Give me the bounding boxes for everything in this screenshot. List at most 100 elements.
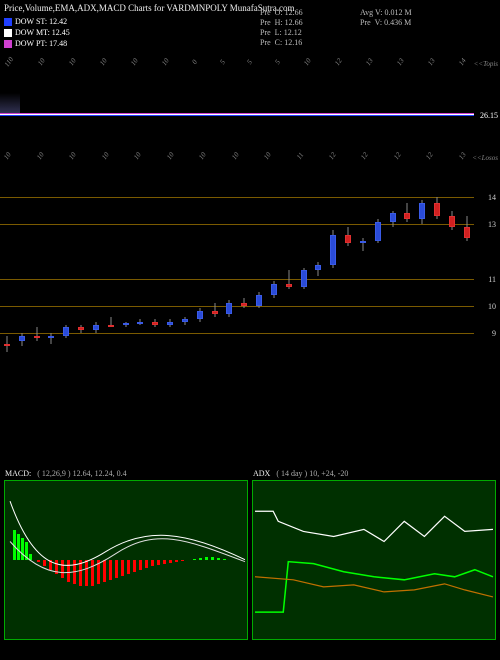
- axis-tick: 10: [67, 151, 78, 161]
- candle: [93, 170, 99, 360]
- candle: [434, 170, 440, 360]
- pre-c: 12.16: [284, 38, 302, 47]
- axis-tick: 10: [2, 151, 13, 161]
- avg-v: 0.012 M: [384, 8, 411, 17]
- candle: [464, 170, 470, 360]
- y-tick-label: 13: [488, 220, 496, 229]
- axis-tick: 12: [392, 151, 403, 161]
- indicator-row: MACD: ( 12,26,9 ) 12.64, 12.24, 0.4 ADX …: [0, 480, 500, 650]
- axis-tick: 13: [364, 57, 375, 67]
- candle: [123, 170, 129, 360]
- axis-tick: 13: [395, 57, 406, 67]
- candle: [256, 170, 262, 360]
- axis-tick: 13: [457, 151, 468, 161]
- candle: [330, 170, 336, 360]
- candle: [48, 170, 54, 360]
- legend-swatch: [4, 40, 12, 48]
- candle: [419, 170, 425, 360]
- candle: [137, 170, 143, 360]
- pre-v: 0.436 M: [384, 18, 411, 27]
- legend-row: DOW ST: 12.42: [4, 16, 70, 27]
- macd-curves: [5, 481, 247, 642]
- axis-tick: 13: [426, 57, 437, 67]
- ema-line: [0, 115, 474, 116]
- candle: [360, 170, 366, 360]
- axis-tick: 110: [3, 56, 15, 69]
- mid-axis: 101010101010101010111212121213: [0, 152, 470, 162]
- axis-tick: 10: [197, 151, 208, 161]
- candle: [241, 170, 247, 360]
- candle: [226, 170, 232, 360]
- adx-curves: [253, 481, 495, 642]
- pre-l: 12.12: [284, 28, 302, 37]
- axis-tick: 5: [218, 58, 227, 65]
- legend-label: DOW ST: 12.42: [15, 16, 67, 27]
- axis-tick: 10: [262, 151, 273, 161]
- candle: [375, 170, 381, 360]
- axis-tick: 12: [333, 57, 344, 67]
- candle: [345, 170, 351, 360]
- macd-panel: MACD: ( 12,26,9 ) 12.64, 12.24, 0.4: [4, 480, 248, 640]
- ohlc-info: Pre O: 12.66 Pre H: 12.66 Pre L: 12.12 P…: [260, 8, 303, 48]
- axis-tick: 5: [246, 58, 255, 65]
- axis-tick: 10: [161, 57, 172, 67]
- candle: [197, 170, 203, 360]
- vol-info: Avg V: 0.012 M Pre V: 0.436 M: [360, 8, 412, 28]
- macd-label: MACD:: [5, 469, 31, 478]
- candle: [301, 170, 307, 360]
- legend-row: DOW PT: 17.48: [4, 38, 70, 49]
- top-axis: 11010101010100555101213131314: [0, 58, 470, 68]
- ema-line: [0, 113, 474, 114]
- legend-swatch: [4, 18, 12, 26]
- adx-label: ADX: [253, 469, 270, 478]
- candle: [212, 170, 218, 360]
- axis-tick: 10: [67, 57, 78, 67]
- candle: [4, 170, 10, 360]
- axis-tick: 10: [35, 151, 46, 161]
- legend-label: DOW PT: 17.48: [15, 38, 67, 49]
- candle: [271, 170, 277, 360]
- y-tick-label: 10: [488, 302, 496, 311]
- axis-tick: 10: [36, 57, 47, 67]
- y-tick-label: 9: [492, 329, 496, 338]
- axis-tick: 10: [302, 57, 313, 67]
- legend: DOW ST: 12.42DOW MT: 12.45DOW PT: 17.48: [4, 16, 70, 49]
- pre-o: 12.66: [285, 8, 303, 17]
- candle: [167, 170, 173, 360]
- candle: [63, 170, 69, 360]
- axis-tick: 0: [191, 58, 200, 65]
- axis-tick: 10: [165, 151, 176, 161]
- axis-tick: 10: [230, 151, 241, 161]
- y-tick-label: 11: [488, 275, 496, 284]
- macd-stats: ( 12,26,9 ) 12.64, 12.24, 0.4: [37, 469, 126, 478]
- candle: [78, 170, 84, 360]
- axis-tick: 10: [132, 151, 143, 161]
- chart-title: Price,Volume,EMA,ADX,MACD Charts for VAR…: [0, 0, 500, 16]
- axis-tick: 10: [100, 151, 111, 161]
- panel1-side-label: <<Topis: [474, 60, 498, 68]
- panel2-side-label: <<Losos: [472, 154, 498, 162]
- candle: [390, 170, 396, 360]
- ema-panel: 26.15: [0, 72, 474, 142]
- adx-stats: ( 14 day ) 10, +24, -20: [276, 469, 348, 478]
- candle: [315, 170, 321, 360]
- adx-panel: ADX ( 14 day ) 10, +24, -20: [252, 480, 496, 640]
- candle: [34, 170, 40, 360]
- candle: [19, 170, 25, 360]
- axis-tick: 5: [274, 58, 283, 65]
- legend-swatch: [4, 29, 12, 37]
- candle: [152, 170, 158, 360]
- candle: [449, 170, 455, 360]
- candle: [404, 170, 410, 360]
- pre-h: 12.66: [285, 18, 303, 27]
- legend-label: DOW MT: 12.45: [15, 27, 70, 38]
- axis-tick: 12: [425, 151, 436, 161]
- y-tick-label: 14: [488, 193, 496, 202]
- axis-tick: 10: [129, 57, 140, 67]
- ema-price-label: 26.15: [480, 111, 498, 120]
- axis-tick: 11: [295, 151, 305, 161]
- candle: [108, 170, 114, 360]
- axis-tick: 12: [360, 151, 371, 161]
- legend-row: DOW MT: 12.45: [4, 27, 70, 38]
- price-panel: 141311109: [0, 170, 474, 360]
